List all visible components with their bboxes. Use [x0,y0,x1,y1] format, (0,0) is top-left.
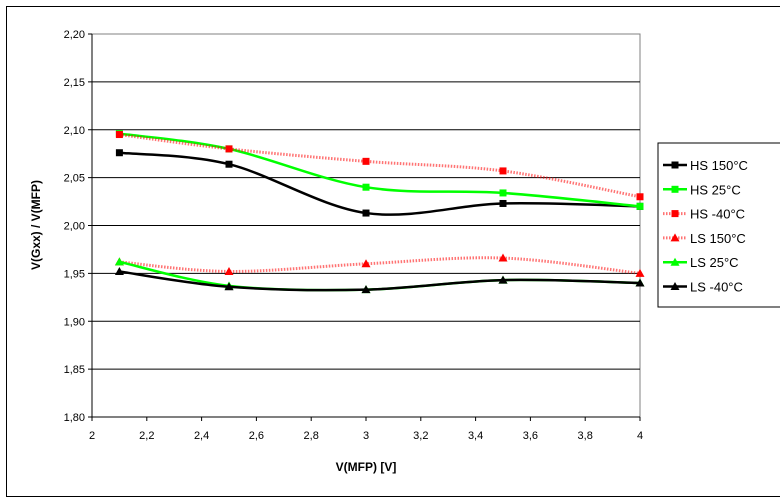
data-point [114,266,124,275]
data-point [362,183,370,191]
data-point [361,259,371,268]
data-point [224,266,234,275]
x-axis-ticks: 2 2,2 2,4 2,6 2,8 3 3,2 3,4 3,6 3,8 4 [89,416,643,442]
y-tick-label: 2,15 [64,77,85,89]
legend-item: HS -40°C [663,207,745,222]
chart-frame: 1,80 1,85 1,90 1,95 2,00 2,05 2,10 2,15 2,20 2 2,… [6,6,780,497]
series-6 [114,266,645,294]
x-tick-label: 3 [363,430,369,442]
x-tick-label: 3,6 [523,430,538,442]
x-tick-label: 2,8 [304,430,319,442]
legend-label: HS -40°C [690,207,745,222]
data-point [635,268,645,277]
data-point [498,275,508,284]
data-point [114,257,124,266]
y-tick-label: 1,80 [64,412,85,424]
data-point [499,167,507,175]
line-chart: 1,80 1,85 1,90 1,95 2,00 2,05 2,10 2,15 2,20 2 2,… [29,29,780,474]
data-point [635,278,645,287]
legend-item: HS 150°C [663,158,748,173]
legend-label: LS 150°C [690,231,746,246]
data-point [362,209,370,217]
x-axis-title: V(MFP) [V] [336,460,397,474]
data-point [115,149,123,157]
legend-item: LS 25°C [663,255,739,270]
legend-marker [670,282,680,290]
y-tick-label: 1,95 [64,268,85,280]
data-point [499,189,507,197]
x-tick-label: 3,8 [578,430,593,442]
legend-marker [671,161,679,169]
data-point [115,131,123,139]
legend-box [657,142,780,308]
series-layer [114,130,645,294]
data-point [498,253,508,262]
data-point [225,160,233,168]
gridlines [92,81,640,370]
x-tick-label: 2 [89,430,95,442]
data-point [362,157,370,165]
x-tick-label: 2,2 [139,430,154,442]
y-axis-title: V(Gxx) / V(MFP) [29,180,43,270]
y-tick-label: 2,20 [64,29,85,41]
legend-marker [670,233,680,242]
legend-item: HS 25°C [663,182,741,197]
legend-item: LS 150°C [663,231,746,246]
legend-marker [671,185,679,193]
x-tick-label: 3,2 [413,430,428,442]
legend-label: LS -40°C [690,280,743,295]
legend-item: LS -40°C [663,280,743,295]
y-axis-ticks: 1,80 1,85 1,90 1,95 2,00 2,05 2,10 2,15 2,20 [64,29,93,424]
data-point [224,282,234,291]
x-tick-label: 3,4 [468,430,483,442]
legend-label: HS 25°C [690,182,741,197]
data-point [499,199,507,207]
legend-items: HS 150°C HS 25°C HS -40°C LS 150°C LS 25°C LS… [663,158,748,295]
legend: HS 150°C HS 25°C HS -40°C LS 150°C LS 25°C LS… [657,142,780,308]
data-point [636,202,644,210]
data-point [361,285,371,294]
y-tick-label: 1,85 [64,364,85,376]
series-3 [115,131,644,201]
x-tick-label: 4 [637,430,643,442]
legend-marker [671,210,679,218]
data-point [636,193,644,201]
y-tick-label: 2,00 [64,221,85,233]
legend-label: HS 150°C [690,158,748,173]
x-tick-label: 2,4 [194,430,209,442]
y-tick-label: 2,05 [64,173,85,185]
data-point [225,145,233,153]
y-tick-label: 1,90 [64,316,85,328]
y-tick-label: 2,10 [64,125,85,137]
legend-marker [670,257,680,266]
x-tick-label: 2,6 [249,430,264,442]
legend-label: LS 25°C [690,255,739,270]
